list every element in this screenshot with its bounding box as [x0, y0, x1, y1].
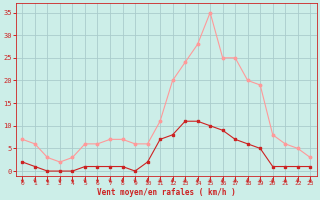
X-axis label: Vent moyen/en rafales ( km/h ): Vent moyen/en rafales ( km/h ) [97, 188, 236, 197]
